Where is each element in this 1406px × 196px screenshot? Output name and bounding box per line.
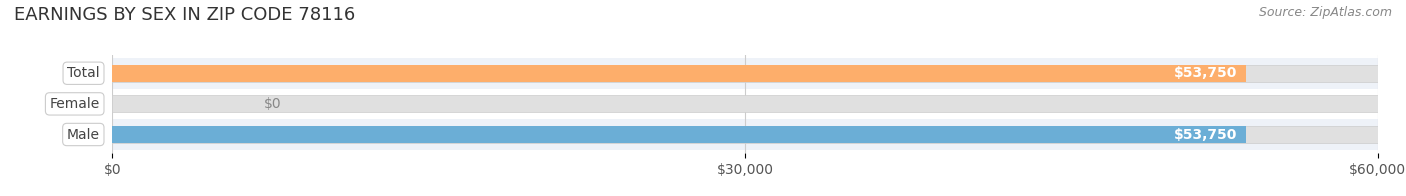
Text: Total: Total	[67, 66, 100, 80]
Bar	[112, 119, 1378, 150]
Text: Source: ZipAtlas.com: Source: ZipAtlas.com	[1258, 6, 1392, 19]
Text: EARNINGS BY SEX IN ZIP CODE 78116: EARNINGS BY SEX IN ZIP CODE 78116	[14, 6, 356, 24]
Text: Male: Male	[67, 128, 100, 142]
Text: $0: $0	[264, 97, 283, 111]
Text: $53,750: $53,750	[1174, 66, 1237, 80]
Text: Female: Female	[49, 97, 100, 111]
Bar	[112, 126, 1246, 143]
Bar	[112, 65, 1378, 82]
Bar	[112, 65, 1246, 82]
Text: $53,750: $53,750	[1174, 128, 1237, 142]
Bar	[112, 95, 1378, 112]
Bar	[112, 126, 1378, 143]
Bar	[112, 89, 1378, 119]
Bar	[112, 58, 1378, 89]
